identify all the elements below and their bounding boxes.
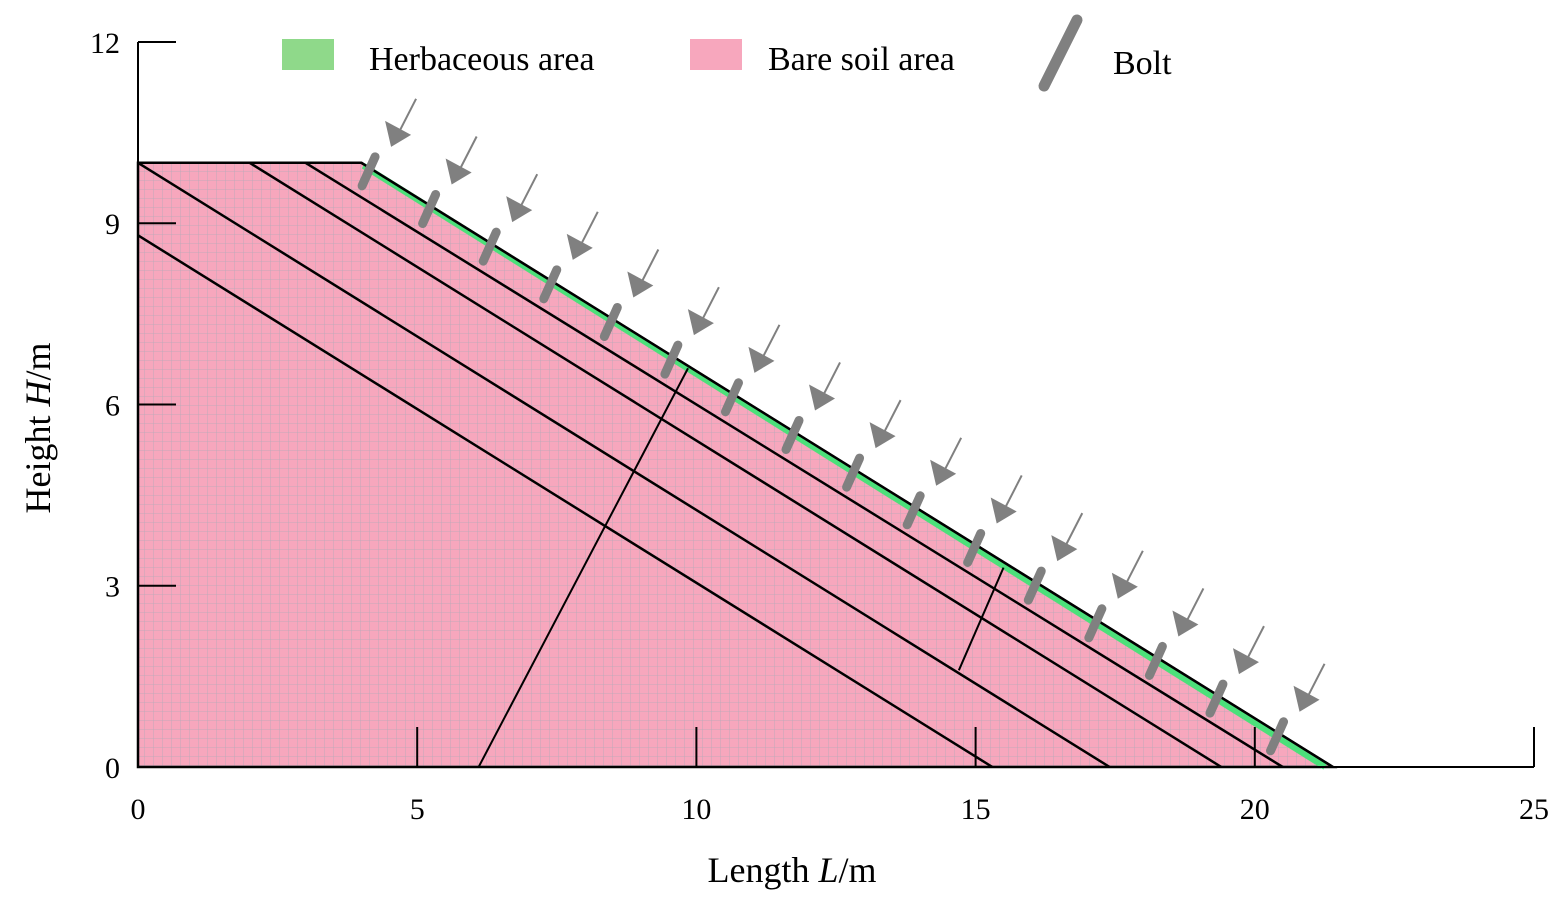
legend-bare-soil-label: Bare soil area: [768, 41, 955, 78]
x-tick-label: 5: [410, 793, 425, 826]
arrow-head: [506, 196, 533, 223]
bolts: [357, 152, 1289, 756]
y-axis-title: Height H/m: [18, 343, 58, 514]
arrow-head: [990, 497, 1017, 524]
bolt: [842, 453, 865, 492]
arrow-head: [1172, 610, 1199, 637]
x-tick-label: 10: [681, 793, 711, 826]
slip-line: [957, 567, 1005, 671]
x-tick-label: 25: [1519, 793, 1549, 826]
y-tick-label: 3: [105, 571, 120, 604]
x-ticks: 0 5 10 15 20 25: [131, 727, 1549, 826]
herbaceous-strip: [361, 163, 1327, 770]
arrow-head: [1293, 685, 1320, 712]
bolt: [418, 190, 441, 229]
x-tick-label: 15: [961, 793, 991, 826]
arrow-head: [809, 384, 836, 411]
arrow-head: [1232, 648, 1259, 675]
layer-line: [304, 161, 1284, 769]
y-ticks: 0 3 6 9 12: [90, 27, 176, 785]
bolt: [357, 152, 380, 191]
bolt: [720, 378, 743, 417]
arrow-head: [930, 459, 957, 486]
slope-face-line: [360, 161, 1334, 769]
bolt: [963, 528, 986, 567]
y-tick-label: 9: [105, 208, 120, 241]
bolt: [1084, 604, 1107, 643]
legend-bare-soil-swatch: [690, 39, 742, 70]
slip-lines: [477, 367, 1005, 768]
arrow-head: [869, 422, 896, 449]
layer-line: [137, 161, 1111, 769]
legend: Herbaceous area Bare soil area Bolt: [282, 14, 1172, 92]
bolt: [1144, 641, 1167, 680]
layer-line: [249, 161, 1222, 769]
y-tick-label: 12: [90, 27, 120, 60]
y-tick-label: 0: [105, 752, 120, 785]
y-tick-label: 6: [105, 389, 120, 422]
load-arrows: [385, 98, 1326, 712]
layer-boundaries: [137, 161, 1284, 769]
legend-herbaceous-swatch: [282, 39, 334, 70]
arrow-head: [748, 346, 775, 373]
bolt: [599, 302, 622, 341]
bolt: [1205, 679, 1228, 718]
arrow-head: [1051, 535, 1078, 562]
arrow-head: [385, 120, 412, 147]
slip-line: [477, 367, 689, 768]
legend-bolt-icon: [1038, 14, 1083, 92]
arrow-head: [627, 271, 654, 298]
x-tick-label: 20: [1240, 793, 1270, 826]
bolt: [660, 340, 683, 379]
bolt: [539, 265, 562, 304]
arrow-head: [687, 309, 714, 336]
bolt: [478, 227, 501, 266]
bolt: [1023, 566, 1046, 605]
legend-herbaceous-label: Herbaceous area: [369, 41, 595, 78]
x-tick-label: 0: [131, 793, 146, 826]
x-axis-title: Length L/m: [707, 850, 876, 890]
arrow-head: [566, 233, 593, 260]
bolt: [781, 415, 804, 454]
legend-bolt-label: Bolt: [1113, 45, 1172, 82]
bolt: [902, 491, 925, 530]
bolt: [1266, 717, 1289, 756]
arrow-head: [1111, 572, 1138, 599]
layer-line: [137, 234, 994, 769]
arrow-head: [445, 158, 472, 185]
